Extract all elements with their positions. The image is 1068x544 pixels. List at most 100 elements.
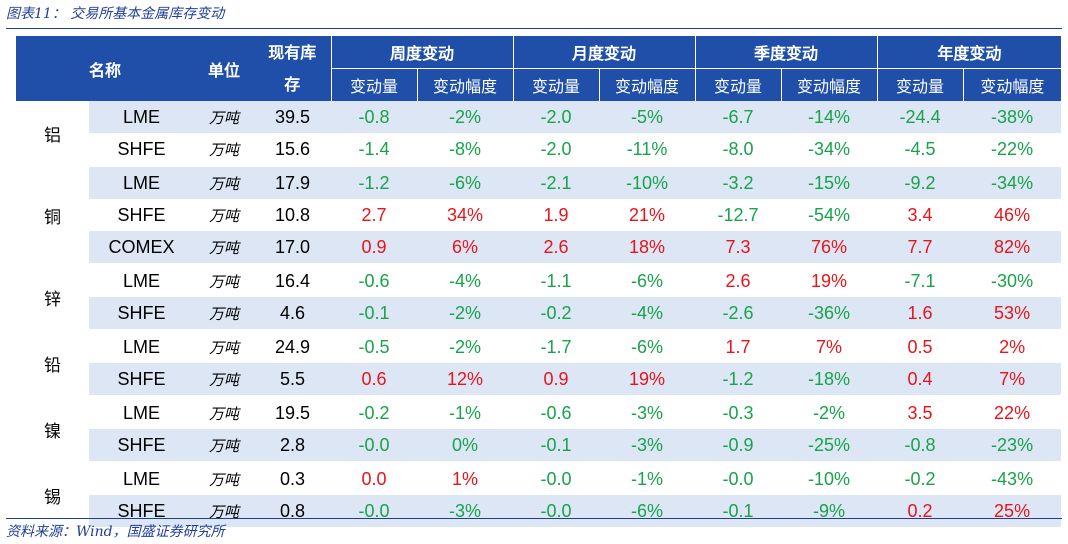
yearly-pct: -34% <box>963 166 1062 199</box>
table-row: COMEX 万吨 17.0 0.9 6% 2.6 18% 7.3 76% 7.7 82% <box>16 231 1062 265</box>
quarterly-pct: -10% <box>781 462 878 495</box>
yearly-change: 0.4 <box>877 363 964 397</box>
quarterly-pct: -25% <box>781 429 878 463</box>
monthly-change: -0.2 <box>513 297 600 331</box>
source-note: 资料来源：Wind，国盛证券研究所 <box>6 524 225 540</box>
monthly-pct: -6% <box>599 495 696 529</box>
weekly-pct: -2% <box>417 101 514 133</box>
exchange-name: SHFE <box>89 495 195 529</box>
monthly-change: 1.9 <box>513 199 600 231</box>
exchange-name: LME <box>89 166 195 199</box>
yearly-change: -4.5 <box>877 133 964 167</box>
monthly-pct: 19% <box>599 363 696 397</box>
weekly-change: -0.1 <box>331 297 418 331</box>
caption-divider <box>6 28 1062 29</box>
quarterly-change: 1.7 <box>695 330 782 363</box>
table-row: SHFE 万吨 0.8 -0.0 -3% -0.0 -6% -0.1 -9% 0.2 25% <box>16 495 1062 529</box>
header-quarterly: 季度变动 <box>694 36 878 69</box>
yearly-change: 3.5 <box>877 396 964 429</box>
quarterly-pct: 76% <box>781 231 878 265</box>
table-header: 名称 单位 现有库存 周度变动 月度变动 季度变动 年度变动 变动量 变动幅度 … <box>16 36 1062 101</box>
yearly-pct: 82% <box>963 231 1062 265</box>
unit-cell: 万吨 <box>194 264 255 297</box>
unit-cell: 万吨 <box>194 363 255 397</box>
weekly-pct: 12% <box>417 363 514 397</box>
metal-name: 铜 <box>16 166 89 264</box>
inventory-value: 2.8 <box>254 429 332 463</box>
inventory-value: 15.6 <box>254 133 332 167</box>
quarterly-pct: -14% <box>781 101 878 133</box>
header-monthly: 月度变动 <box>512 36 696 69</box>
exchange-name: LME <box>89 462 195 495</box>
inventory-value: 24.9 <box>254 330 332 363</box>
monthly-pct: -6% <box>599 330 696 363</box>
weekly-change: -0.5 <box>331 330 418 363</box>
metal-name: 铝 <box>16 101 89 166</box>
exchange-name: LME <box>89 396 195 429</box>
weekly-pct: -1% <box>417 396 514 429</box>
yearly-change: 1.6 <box>877 297 964 331</box>
weekly-pct: 0% <box>417 429 514 463</box>
monthly-pct: 21% <box>599 199 696 231</box>
metal-name: 镍 <box>16 396 89 462</box>
weekly-pct: 34% <box>417 199 514 231</box>
quarterly-pct: -54% <box>781 199 878 231</box>
monthly-pct: -5% <box>599 101 696 133</box>
table-row: SHFE 万吨 15.6 -1.4 -8% -2.0 -11% -8.0 -34% -4.5 -22… <box>16 133 1062 167</box>
inventory-value: 4.6 <box>254 297 332 331</box>
exchange-name: SHFE <box>89 297 195 331</box>
unit-cell: 万吨 <box>194 462 255 495</box>
weekly-change: 0.9 <box>331 231 418 265</box>
table-row: SHFE 万吨 2.8 -0.0 0% -0.1 -3% -0.9 -25% -0.8 -23% <box>16 429 1062 463</box>
inventory-value: 19.5 <box>254 396 332 429</box>
exchange-name: LME <box>89 264 195 297</box>
quarterly-change: -8.0 <box>695 133 782 167</box>
weekly-change: 0.0 <box>331 462 418 495</box>
weekly-pct: 6% <box>417 231 514 265</box>
weekly-change: -0.0 <box>331 495 418 529</box>
monthly-pct: -4% <box>599 297 696 331</box>
figure-caption: 图表11： 交易所基本金属库存变动 <box>6 6 225 22</box>
header-unit: 单位 <box>194 36 255 101</box>
table-row: 镍 LME 万吨 19.5 -0.2 -1% -0.6 -3% -0.3 -2% 3.5 22% <box>16 396 1062 462</box>
weekly-pct: -2% <box>417 330 514 363</box>
unit-cell: 万吨 <box>194 133 255 167</box>
table-row: 铜 LME 万吨 17.9 -1.2 -6% -2.1 -10% -3.2 -15% -9.2 -34… <box>16 166 1062 264</box>
yearly-pct: -38% <box>963 101 1062 133</box>
exchange-name: SHFE <box>89 199 195 231</box>
yearly-pct: 22% <box>963 396 1062 429</box>
subheader-change-amount: 变动量 <box>330 68 418 101</box>
unit-cell: 万吨 <box>194 101 255 133</box>
yearly-change: -24.4 <box>877 101 964 133</box>
table-row: SHFE 万吨 5.5 0.6 12% 0.9 19% -1.2 -18% 0.4 7% <box>16 363 1062 397</box>
unit-cell: 万吨 <box>194 495 255 529</box>
table-row: 锌 LME 万吨 16.4 -0.6 -4% -1.1 -6% 2.6 19% -7.1 -30% <box>16 264 1062 330</box>
quarterly-pct: -18% <box>781 363 878 397</box>
yearly-pct: -30% <box>963 264 1062 297</box>
weekly-pct: -6% <box>417 166 514 199</box>
inventory-value: 39.5 <box>254 101 332 133</box>
quarterly-change: -0.9 <box>695 429 782 463</box>
monthly-change: -1.7 <box>513 330 600 363</box>
weekly-change: -0.8 <box>331 101 418 133</box>
quarterly-change: -0.3 <box>695 396 782 429</box>
weekly-change: 0.6 <box>331 363 418 397</box>
metal-name: 铅 <box>16 330 89 396</box>
metal-name: 锡 <box>16 462 89 528</box>
quarterly-change: -0.0 <box>695 462 782 495</box>
quarterly-pct: -15% <box>781 166 878 199</box>
weekly-pct: -8% <box>417 133 514 167</box>
weekly-pct: -2% <box>417 297 514 331</box>
subheader-change-pct: 变动幅度 <box>416 68 514 101</box>
quarterly-change: 2.6 <box>695 264 782 297</box>
yearly-change: -9.2 <box>877 166 964 199</box>
yearly-change: 7.7 <box>877 231 964 265</box>
weekly-change: -0.2 <box>331 396 418 429</box>
monthly-change: -0.6 <box>513 396 600 429</box>
weekly-pct: -3% <box>417 495 514 529</box>
yearly-pct: 25% <box>963 495 1062 529</box>
yearly-change: -7.1 <box>877 264 964 297</box>
table-row: SHFE 万吨 4.6 -0.1 -2% -0.2 -4% -2.6 -36% 1.6 53% <box>16 297 1062 331</box>
yearly-change: 0.2 <box>877 495 964 529</box>
monthly-change: -0.1 <box>513 429 600 463</box>
